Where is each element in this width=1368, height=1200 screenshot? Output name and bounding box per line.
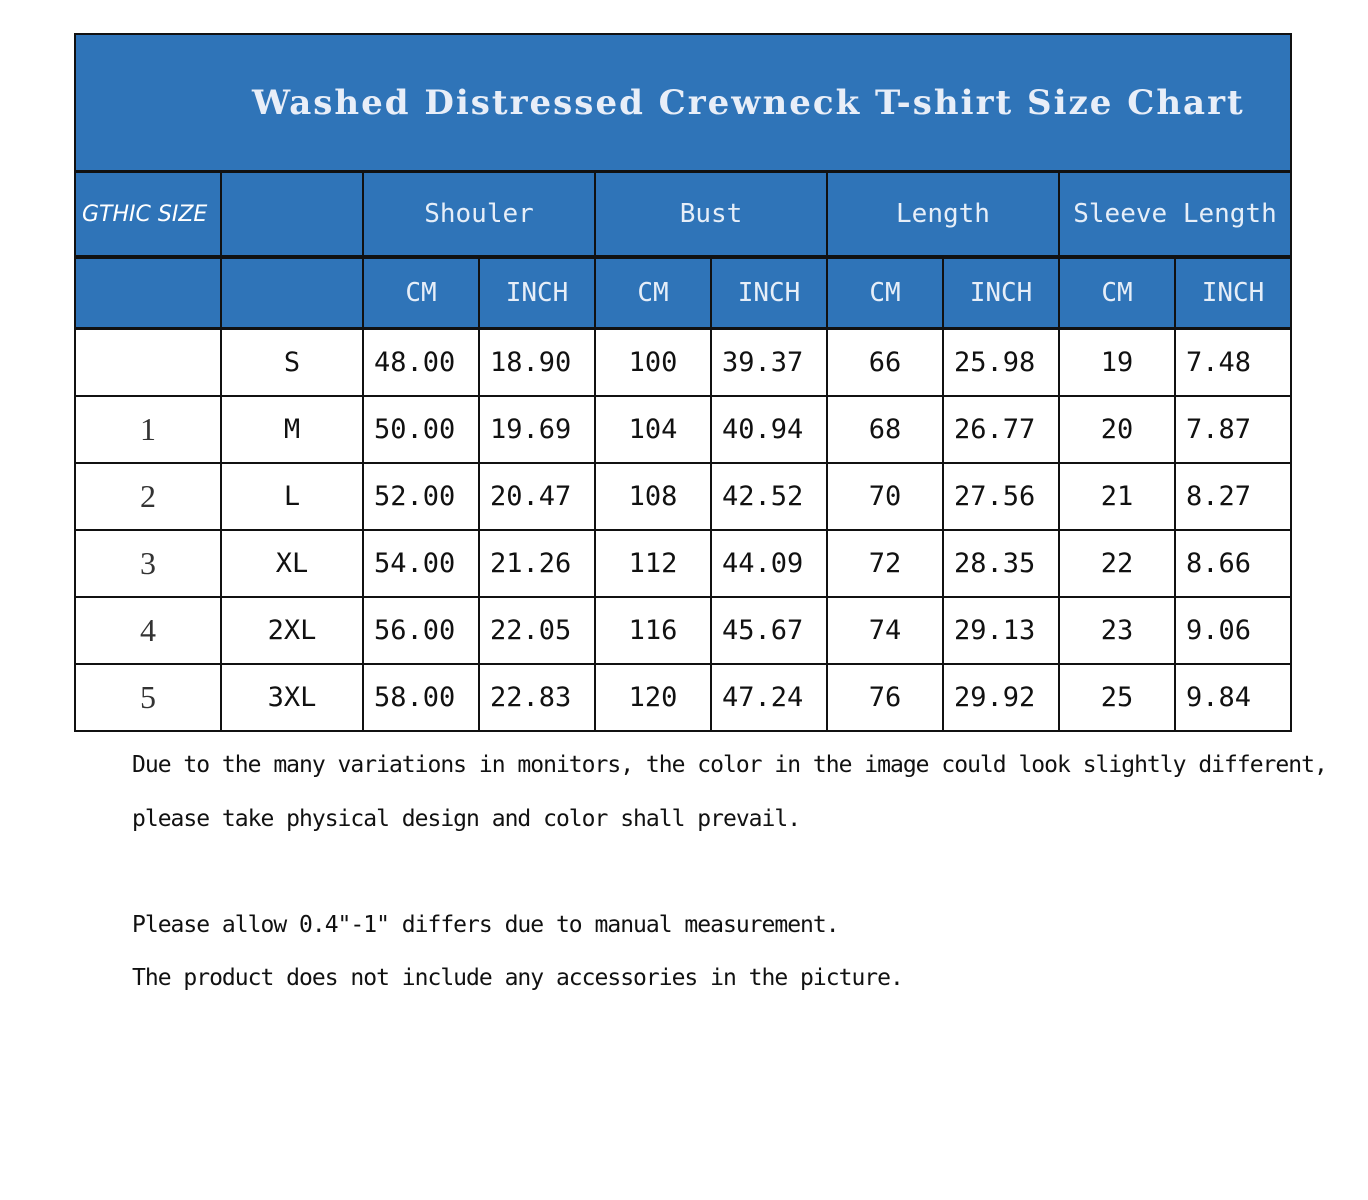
size-cell: 2XL	[222, 598, 364, 663]
unit-header: CM	[596, 259, 712, 327]
value-cell: 108	[596, 464, 712, 529]
table-row: 3 XL 54.00 21.26 112 44.09 72 28.35 22 8.66	[76, 531, 1290, 598]
row-index: 2	[76, 464, 222, 529]
unit-header: INCH	[480, 259, 596, 327]
unit-header: INCH	[712, 259, 828, 327]
unit-header: CM	[1060, 259, 1176, 327]
row-index: 3	[76, 531, 222, 596]
size-cell: M	[222, 397, 364, 462]
value-cell: 58.00	[364, 665, 480, 730]
size-chart-table: Washed Distressed Crewneck T-shirt Size …	[74, 33, 1292, 732]
value-cell: 47.24	[712, 665, 828, 730]
value-cell: 56.00	[364, 598, 480, 663]
blank-header	[222, 173, 364, 255]
table-row: 4 2XL 56.00 22.05 116 45.67 74 29.13 23 9.06	[76, 598, 1290, 665]
value-cell: 8.66	[1186, 548, 1252, 579]
value-cell: 7.48	[1186, 347, 1252, 378]
value-cell: 25.98	[944, 330, 1060, 395]
row-index: 5	[76, 665, 222, 730]
unit-header: CM	[828, 259, 944, 327]
value-cell: 116	[596, 598, 712, 663]
value-cell: 44.09	[712, 531, 828, 596]
size-cell: 3XL	[222, 665, 364, 730]
value-cell: 70	[828, 464, 944, 529]
value-cell: 52.00	[364, 464, 480, 529]
table-row: S 48.00 18.90 100 39.37 66 25.98 19 7.48	[76, 330, 1290, 397]
value-cell: 22.05	[480, 598, 596, 663]
value-cell: 21.26	[480, 531, 596, 596]
unit-header: INCH	[1201, 278, 1265, 308]
size-cell: XL	[222, 531, 364, 596]
group-length: Length	[828, 173, 1060, 255]
note-monitor: Due to the many variations in monitors, …	[132, 752, 1328, 778]
note-measurement: Please allow 0.4"-1" differs due to manu…	[132, 912, 840, 938]
value-cell: 66	[828, 330, 944, 395]
row-index: 1	[76, 397, 222, 462]
row-index: 4	[76, 598, 222, 663]
value-cell: 54.00	[364, 531, 480, 596]
note-prevail: please take physical design and color sh…	[132, 806, 801, 832]
value-cell: 22	[1060, 531, 1176, 596]
value-cell: 50.00	[364, 397, 480, 462]
value-cell: 18.90	[480, 330, 596, 395]
blank-header	[76, 259, 222, 327]
value-cell: 48.00	[364, 330, 480, 395]
value-cell: 9.84	[1186, 682, 1252, 713]
value-cell: 74	[828, 598, 944, 663]
value-cell: 29.13	[944, 598, 1060, 663]
group-sleeve-length: Sleeve Length	[1073, 199, 1277, 229]
value-cell: 9.06	[1186, 615, 1252, 646]
value-cell: 26.77	[944, 397, 1060, 462]
header-group-row: GTHIC SIZE Shouler Bust Length Sleeve Le…	[76, 173, 1290, 259]
value-cell: 104	[596, 397, 712, 462]
value-cell: 29.92	[944, 665, 1060, 730]
value-cell: 19	[1060, 330, 1176, 395]
header-unit-row: CM INCH CM INCH CM INCH CM INCH	[76, 259, 1290, 330]
size-cell: S	[222, 330, 364, 395]
value-cell: 120	[596, 665, 712, 730]
table-body: S 48.00 18.90 100 39.37 66 25.98 19 7.48 1 M 50.00 1…	[76, 330, 1290, 730]
value-cell: 76	[828, 665, 944, 730]
chart-title: Washed Distressed Crewneck T-shirt Size …	[76, 35, 1290, 173]
value-cell: 7.87	[1186, 414, 1252, 445]
value-cell: 19.69	[480, 397, 596, 462]
size-label: GTHIC SIZE	[76, 173, 222, 255]
value-cell: 112	[596, 531, 712, 596]
value-cell: 23	[1060, 598, 1176, 663]
value-cell: 20	[1060, 397, 1176, 462]
value-cell: 68	[828, 397, 944, 462]
value-cell: 39.37	[712, 330, 828, 395]
value-cell: 27.56	[944, 464, 1060, 529]
size-cell: L	[222, 464, 364, 529]
group-shoulder: Shouler	[364, 173, 596, 255]
value-cell: 8.27	[1186, 481, 1252, 512]
row-index	[76, 330, 222, 395]
value-cell: 72	[828, 531, 944, 596]
table-row: 2 L 52.00 20.47 108 42.52 70 27.56 21 8.27	[76, 464, 1290, 531]
table-row: 5 3XL 58.00 22.83 120 47.24 76 29.92 25 9.84	[76, 665, 1290, 730]
value-cell: 20.47	[480, 464, 596, 529]
unit-header: CM	[364, 259, 480, 327]
value-cell: 22.83	[480, 665, 596, 730]
value-cell: 100	[596, 330, 712, 395]
unit-header: INCH	[944, 259, 1060, 327]
value-cell: 25	[1060, 665, 1176, 730]
value-cell: 28.35	[944, 531, 1060, 596]
group-bust: Bust	[596, 173, 828, 255]
value-cell: 40.94	[712, 397, 828, 462]
value-cell: 42.52	[712, 464, 828, 529]
note-accessories: The product does not include any accesso…	[132, 965, 904, 991]
blank-header	[222, 259, 364, 327]
value-cell: 45.67	[712, 598, 828, 663]
table-row: 1 M 50.00 19.69 104 40.94 68 26.77 20 7.87	[76, 397, 1290, 464]
value-cell: 21	[1060, 464, 1176, 529]
